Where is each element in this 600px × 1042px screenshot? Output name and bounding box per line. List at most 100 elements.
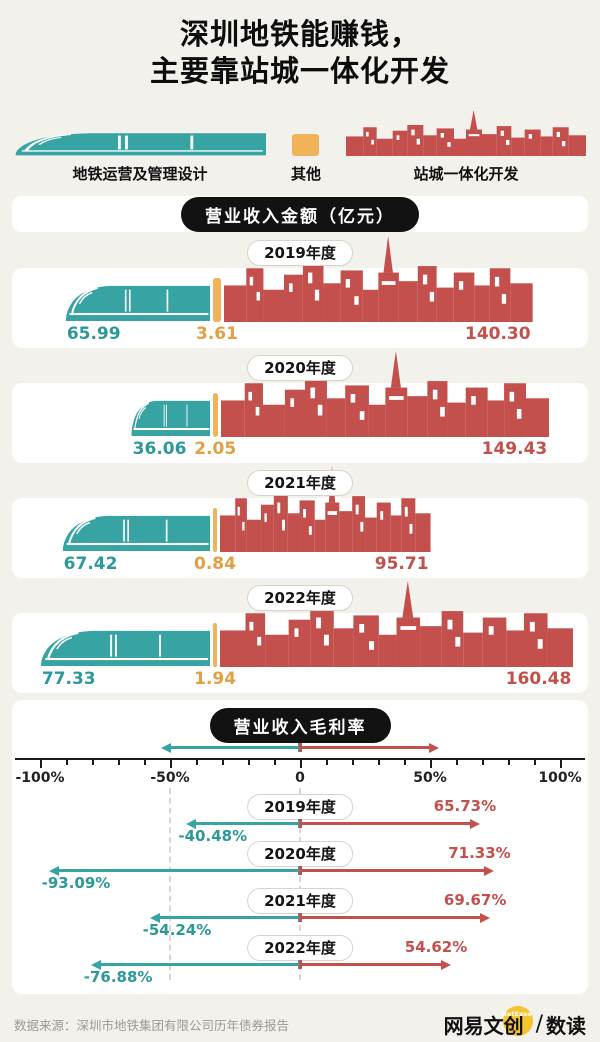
dev-revenue-value: 149.43: [481, 439, 548, 459]
netease-wenchuang-logo: 网易文创 NetEase: [443, 1005, 533, 1039]
gridline-zero: [299, 788, 301, 980]
axis-baseline: [15, 758, 585, 760]
axis-minor-tick: [118, 760, 120, 765]
other-revenue-value: 2.05: [194, 439, 237, 459]
page-title: 深圳地铁能赚钱， 主要靠站城一体化开发: [0, 0, 600, 90]
legend-item-metro: 地铁运营及管理设计: [14, 132, 266, 184]
axis-minor-tick: [404, 760, 406, 765]
axis-minor-tick: [378, 760, 380, 765]
bar-panel: 77.33 1.94 160.48: [12, 581, 588, 693]
other-revenue-value: 1.94: [194, 669, 237, 689]
year-pill: 2020年度: [247, 355, 353, 381]
year-pill: 2022年度: [247, 585, 353, 611]
brand-text: 网易文创: [443, 1013, 524, 1038]
legend-metro-label: 地铁运营及管理设计: [72, 165, 208, 183]
year-pill: 2022年度: [247, 935, 353, 961]
axis-tick-label: 0: [295, 770, 305, 786]
metro-revenue-bar-train: [61, 514, 210, 552]
data-source-note: 数据来源：深圳市地铁集团有限公司历年债券报告: [14, 1017, 290, 1033]
margin-header-pill: 营业收入毛利率: [209, 708, 391, 743]
revenue-year-block: 2022年度 77.33 1.94 160.48: [0, 581, 600, 693]
legend-other-label: 其他: [290, 165, 321, 183]
bar-panel: 65.99 3.61 140.30: [12, 236, 588, 348]
dev-margin-value: 54.62%: [404, 938, 468, 956]
axis-minor-tick: [352, 760, 354, 765]
metro-margin-arrow: [91, 959, 301, 970]
dev-revenue-value: 140.30: [464, 324, 531, 344]
other-revenue-bar: [213, 508, 217, 552]
axis-major-tick: [300, 760, 302, 768]
metro-revenue-bar-train: [64, 284, 210, 322]
year-label: 2019年度: [264, 244, 336, 262]
axis-tick-label: 100%: [538, 770, 582, 786]
title-line-2: 主要靠站城一体化开发: [149, 54, 450, 88]
axis-tick-label: -100%: [15, 770, 65, 786]
metro-margin-arrow: [149, 912, 302, 923]
axis-minor-tick: [66, 760, 68, 765]
axis-minor-tick: [248, 760, 250, 765]
axis-major-tick: [430, 760, 432, 768]
metro-revenue-value: 77.33: [41, 669, 96, 689]
other-swatch-icon: [292, 134, 320, 156]
legend-item-other: 其他: [291, 134, 321, 184]
logo-slash: /: [535, 1011, 543, 1037]
axis-minor-tick: [482, 760, 484, 765]
metro-revenue-bar-train: [130, 399, 210, 437]
gridline-minus50: [169, 788, 171, 980]
margin-row: 2019年度 -40.48% 65.73%: [12, 794, 588, 845]
axis-tick-label: 50%: [413, 770, 447, 786]
dev-margin-arrow: [298, 865, 495, 876]
year-label: 2020年度: [264, 359, 336, 377]
axis-minor-tick: [222, 760, 224, 765]
revenue-year-block: 2020年度 36.06 2.05 149.43: [0, 351, 600, 463]
skyline-icon: [345, 110, 586, 156]
netease-badge-text: NetEase: [501, 1009, 532, 1018]
axis-minor-tick: [534, 760, 536, 765]
dev-margin-arrow: [299, 818, 480, 829]
legend-dev-label: 站城一体化开发: [413, 165, 519, 183]
margin-section: 营业收入毛利率 -100% -50% 0 50% 100% 2019年度 -40.48%…: [12, 700, 588, 994]
metro-margin-value: -54.24%: [142, 921, 212, 939]
margin-row: 2020年度 -93.09% 71.33%: [12, 841, 588, 892]
dev-margin-arrow: [298, 912, 491, 923]
metro-revenue-value: 65.99: [66, 324, 121, 344]
footer: 数据来源：深圳市地铁集团有限公司历年债券报告 网易文创 NetEase / 数读: [0, 1005, 600, 1042]
title-line-1: 深圳地铁能赚钱，: [179, 17, 420, 51]
bar-zone: 36.06 2.05 149.43: [24, 351, 576, 459]
axis-minor-tick: [508, 760, 510, 765]
revenue-header-pill: 营业收入金额（亿元）: [181, 196, 419, 232]
axis-minor-tick: [326, 760, 328, 765]
yellow-circle-icon: [502, 1005, 533, 1036]
axis-minor-tick: [92, 760, 94, 765]
axis-minor-tick: [456, 760, 458, 765]
dev-margin-value: 71.33%: [448, 844, 511, 862]
train-icon: [14, 132, 266, 156]
other-revenue-value: 0.84: [194, 554, 236, 574]
margin-row: 2021年度 -54.24% 69.67%: [12, 888, 588, 939]
axis-major-tick: [560, 760, 562, 768]
year-pill: 2019年度: [247, 240, 353, 266]
year-pill: 2019年度: [247, 794, 353, 820]
axis-major-tick: [170, 760, 172, 768]
negative-direction-arrow: [161, 742, 301, 753]
bar-zone: 65.99 3.61 140.30: [24, 236, 576, 344]
revenue-panels: 2019年度 65.99 3.61 140.30 2020年度 36.06 2.…: [0, 236, 600, 693]
year-pill: 2021年度: [247, 470, 353, 496]
year-pill: 2021年度: [247, 888, 353, 914]
netease-logo: 网易文创 NetEase / 数读: [443, 1005, 586, 1039]
axis-minor-tick: [274, 760, 276, 765]
bar-zone: 77.33 1.94 160.48: [24, 581, 576, 689]
dev-margin-arrow: [299, 959, 451, 970]
year-pill: 2020年度: [247, 841, 353, 867]
axis-major-tick: [40, 760, 42, 768]
bar-panel: 67.42 0.84 95.71: [12, 466, 588, 578]
axis-minor-tick: [196, 760, 198, 765]
year-label: 2022年度: [264, 589, 336, 607]
margin-row: 2022年度 -76.88% 54.62%: [12, 935, 588, 986]
legend-item-development: 站城一体化开发: [345, 110, 586, 184]
other-revenue-bar: [213, 623, 218, 667]
metro-revenue-value: 67.42: [63, 554, 118, 574]
dev-margin-value: 65.73%: [433, 797, 497, 815]
positive-direction-arrow: [299, 742, 439, 753]
shudu-logo-text: 数读: [546, 1013, 586, 1038]
